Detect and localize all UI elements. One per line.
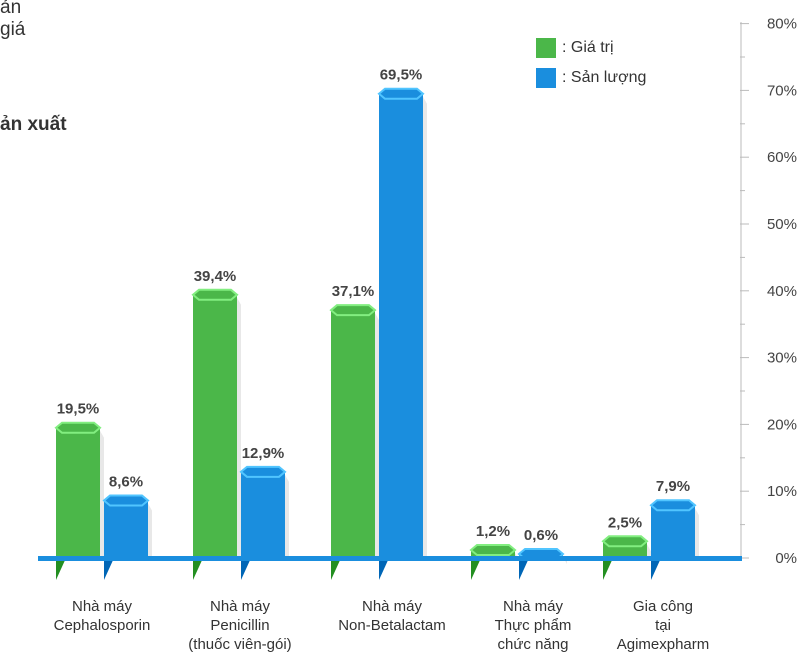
legend-item-volume: : Sản lượng xyxy=(536,63,646,93)
bar-volume-2 xyxy=(379,93,423,559)
category-label-line: Penicillin xyxy=(210,617,270,634)
category-label-penicillin: Nhà máy Penicillin (thuốc viên-gói) xyxy=(155,597,325,654)
bar-volume-0-cap xyxy=(102,494,150,507)
category-label-agimexpharm: Gia công tại Agimexpharm xyxy=(578,597,748,654)
category-label-line: Nhà máy xyxy=(71,598,133,615)
bar-value-1-foot-shadow xyxy=(193,558,203,580)
bar-volume-4-label: 7,9% xyxy=(656,478,690,495)
category-label-line: Non-Betalactam xyxy=(338,617,446,634)
bar-value-2-label: 37,1% xyxy=(332,283,375,300)
y-tick-label: 80% xyxy=(767,16,797,33)
legend-label-value: : Giá trị xyxy=(562,39,614,56)
bar-volume-0 xyxy=(104,500,148,558)
bar-volume-1-cap xyxy=(239,465,287,478)
category-label-non-betalactam: Nhà máy Non-Betalactam xyxy=(307,597,477,635)
bar-volume-2-foot-shadow xyxy=(379,558,389,580)
category-label-line: Nhà máy xyxy=(502,598,564,615)
bar-value-4-label: 2,5% xyxy=(608,514,642,531)
category-label-functional-food: Nhà máy Thực phẩm chức năng xyxy=(448,597,618,654)
y-tick-label: 70% xyxy=(767,82,797,99)
category-label-cephalosporin: Nhà máy Cephalosporin xyxy=(17,597,187,635)
category-label-line: Gia công xyxy=(632,598,694,615)
category-label-line: Nhà máy xyxy=(209,598,271,615)
chart-title-fragment: ản xuất xyxy=(0,114,67,135)
x-axis-baseline xyxy=(38,556,742,561)
bar-value-0-label: 19,5% xyxy=(57,401,100,418)
category-label-line: tại xyxy=(655,617,671,634)
y-tick-label: 60% xyxy=(767,149,797,166)
bar-value-3-label: 1,2% xyxy=(476,523,510,540)
category-label-line: Agimexpharm xyxy=(616,636,710,653)
bar-volume-0-label: 8,6% xyxy=(109,474,143,491)
bar-value-0-side-shadow xyxy=(100,430,104,558)
bar-value-0 xyxy=(56,427,100,558)
bar-volume-4-side-shadow xyxy=(695,508,699,558)
bar-value-2-side-shadow xyxy=(375,313,379,558)
bar-volume-2-side-shadow xyxy=(423,96,427,559)
bar-value-2 xyxy=(331,310,375,558)
bar-volume-1 xyxy=(241,471,285,558)
category-label-line: (thuốc viên-gói) xyxy=(188,636,292,653)
bar-volume-0-foot-shadow xyxy=(104,558,114,580)
bar-volume-3-label: 0,6% xyxy=(524,527,558,544)
category-label-line: Cephalosporin xyxy=(53,617,151,634)
bar-value-0-cap xyxy=(54,421,102,434)
bar-volume-3-foot-shadow xyxy=(519,558,529,580)
bar-volume-1-label: 12,9% xyxy=(242,445,285,462)
bar-value-1-side-shadow xyxy=(237,297,241,558)
bar-volume-4-cap xyxy=(649,499,697,512)
y-tick-label: 50% xyxy=(767,216,797,233)
header-fragment-1: ản xyxy=(0,0,22,18)
bar-value-3-cap xyxy=(469,543,517,556)
y-tick-label: 0% xyxy=(775,550,797,567)
bar-value-1-cap xyxy=(191,288,239,301)
legend-swatch-value xyxy=(536,38,556,58)
bar-volume-4 xyxy=(651,505,695,558)
legend-swatch-volume xyxy=(536,68,556,88)
y-tick-label: 10% xyxy=(767,483,797,500)
bar-value-0-foot-shadow xyxy=(56,558,66,580)
category-label-line: Thực phẩm xyxy=(494,617,572,634)
bar-volume-4-foot-shadow xyxy=(651,558,661,580)
bar-value-4-side-shadow xyxy=(647,544,651,558)
bar-volume-2-cap xyxy=(377,87,425,100)
category-label-line: Nhà máy xyxy=(361,598,423,615)
bar-value-4-cap xyxy=(601,535,649,548)
y-tick-label: 20% xyxy=(767,416,797,433)
y-tick-label: 30% xyxy=(767,350,797,367)
bar-volume-0-side-shadow xyxy=(148,503,152,558)
bar-value-2-foot-shadow xyxy=(331,558,341,580)
header-fragment-2: giá xyxy=(0,19,26,40)
bar-volume-1-side-shadow xyxy=(285,474,289,558)
bar-value-3-foot-shadow xyxy=(471,558,481,580)
y-tick-label: 40% xyxy=(767,283,797,300)
legend: : Giá trị : Sản lượng xyxy=(536,33,646,93)
bar-value-1 xyxy=(193,294,237,558)
legend-item-value: : Giá trị xyxy=(536,33,646,63)
bar-volume-2-label: 69,5% xyxy=(380,67,423,84)
bar-value-2-cap xyxy=(329,304,377,317)
bar-volume-1-foot-shadow xyxy=(241,558,251,580)
legend-label-volume: : Sản lượng xyxy=(562,69,647,86)
category-label-line: chức năng xyxy=(497,636,569,653)
bar-value-4-foot-shadow xyxy=(603,558,613,580)
bar-value-1-label: 39,4% xyxy=(194,268,237,285)
